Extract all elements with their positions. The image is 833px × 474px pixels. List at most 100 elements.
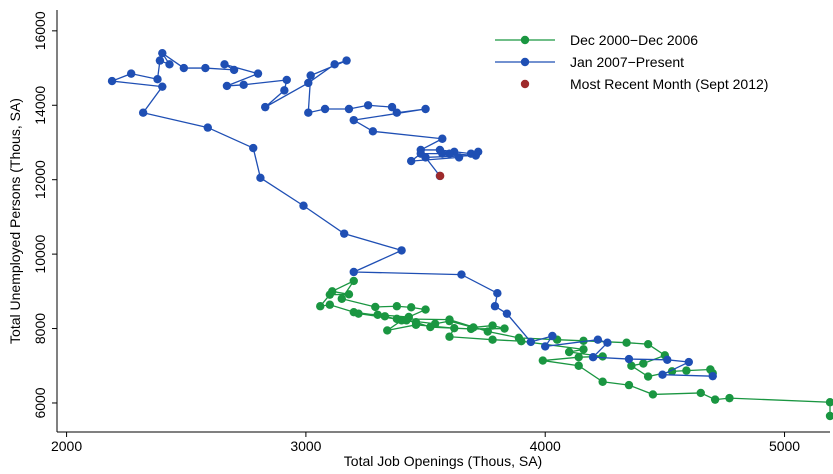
point	[328, 287, 337, 296]
point	[488, 335, 497, 344]
point	[471, 151, 481, 160]
point	[435, 171, 445, 181]
point	[349, 267, 358, 277]
point	[643, 339, 653, 349]
point	[710, 395, 720, 404]
point	[541, 342, 550, 351]
point	[349, 276, 358, 286]
point	[588, 353, 598, 362]
point	[450, 323, 459, 333]
point	[349, 115, 358, 125]
point	[624, 380, 634, 390]
point	[598, 352, 607, 361]
point	[201, 63, 210, 73]
point	[426, 322, 435, 332]
point	[158, 82, 167, 91]
point	[658, 370, 667, 379]
point	[564, 347, 574, 357]
point	[316, 302, 325, 311]
point	[514, 333, 524, 343]
point	[261, 102, 270, 112]
point	[488, 321, 497, 330]
point	[579, 336, 588, 346]
point	[363, 101, 373, 110]
point	[406, 303, 416, 312]
point	[579, 345, 588, 354]
point	[457, 270, 466, 279]
y-tick-label: 16000	[32, 11, 48, 50]
point	[445, 332, 454, 341]
point	[158, 48, 167, 58]
point	[299, 201, 308, 210]
x-tick-label: 5000	[769, 438, 800, 454]
y-tick-label: 14000	[32, 86, 48, 125]
y-tick-label: 6000	[32, 387, 48, 418]
point	[337, 294, 346, 303]
point	[526, 337, 536, 347]
y-tick-label: 8000	[32, 313, 48, 344]
x-axis-label: Total Job Openings (Thous, SA)	[344, 453, 542, 469]
point	[538, 356, 548, 365]
y-tick-label: 10000	[32, 234, 48, 273]
point	[696, 388, 705, 398]
point	[304, 78, 313, 88]
legend-marker	[520, 57, 530, 67]
point	[438, 134, 447, 143]
point	[548, 331, 557, 341]
point	[179, 63, 189, 73]
point	[598, 377, 607, 386]
point	[222, 81, 232, 91]
point	[203, 123, 212, 132]
point	[368, 127, 378, 136]
point	[574, 353, 583, 362]
point	[249, 143, 258, 153]
point	[306, 71, 315, 80]
point	[138, 108, 148, 117]
point	[155, 56, 165, 65]
point	[825, 398, 833, 407]
point	[627, 361, 636, 370]
point	[153, 75, 162, 84]
legend-marker	[520, 35, 530, 45]
point	[500, 324, 509, 333]
point	[639, 359, 648, 368]
point	[483, 327, 492, 336]
point	[392, 314, 402, 324]
point	[411, 318, 421, 327]
point	[373, 310, 382, 319]
point	[708, 371, 717, 381]
point	[574, 361, 583, 370]
point	[220, 60, 229, 69]
point	[445, 149, 454, 158]
legend-label: Most Recent Month (Sept 2012)	[570, 76, 768, 92]
point	[387, 102, 397, 112]
point	[684, 357, 694, 367]
point	[466, 324, 476, 334]
point	[282, 75, 291, 85]
x-tick-label: 3000	[290, 438, 321, 454]
point	[624, 354, 634, 364]
y-axis-label: Total Unemployed Persons (Thous, SA)	[7, 98, 23, 344]
point	[402, 316, 411, 325]
point	[330, 60, 339, 69]
point	[493, 288, 502, 298]
x-tick-label: 4000	[530, 438, 561, 454]
point	[339, 229, 349, 238]
point	[344, 290, 354, 299]
point	[648, 390, 658, 399]
point	[342, 56, 351, 65]
x-tick-label: 2000	[51, 438, 82, 454]
point	[354, 309, 363, 318]
point	[406, 156, 416, 166]
point	[165, 60, 174, 69]
y-tick-label: 12000	[32, 160, 48, 199]
point	[304, 108, 313, 117]
point	[454, 153, 464, 162]
point	[344, 104, 354, 114]
point	[392, 108, 402, 117]
point	[239, 80, 248, 89]
point	[421, 104, 430, 114]
point	[725, 393, 734, 403]
point	[663, 355, 672, 365]
point	[397, 246, 406, 255]
